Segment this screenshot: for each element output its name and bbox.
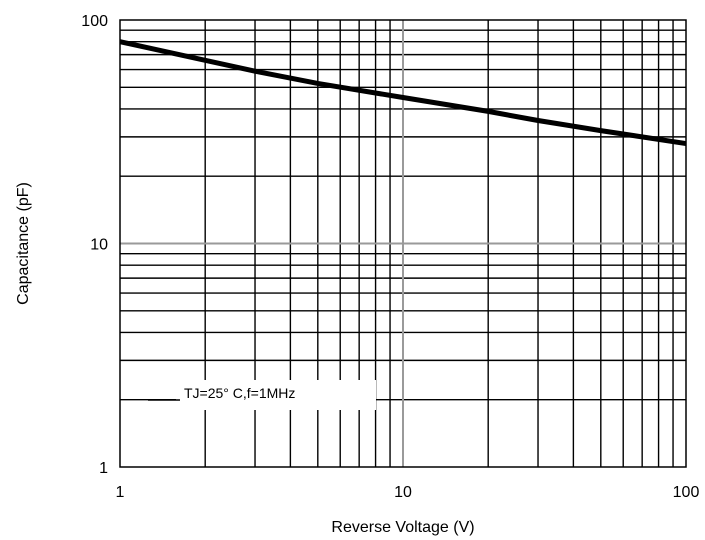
y-tick-label: 1 (99, 460, 108, 477)
major-grid (120, 20, 686, 467)
y-tick-label: 100 (81, 13, 108, 30)
x-axis-label: Reverse Voltage (V) (331, 519, 474, 536)
x-tick-label: 10 (394, 484, 412, 501)
y-tick-labels: 1 10 100 (81, 13, 108, 477)
x-tick-labels: 1 10 100 (116, 484, 700, 501)
annotation-label: TJ=25° C,f=1MHz (184, 385, 295, 401)
series-line (119, 39, 687, 147)
y-axis-label: Capacitance (pF) (15, 182, 32, 305)
plot-frame (119, 19, 687, 468)
y-tick-label: 10 (90, 237, 108, 254)
x-tick-label: 1 (116, 484, 125, 501)
x-tick-label: 100 (673, 484, 700, 501)
annotation-box: TJ=25° C,f=1MHz (148, 380, 376, 410)
